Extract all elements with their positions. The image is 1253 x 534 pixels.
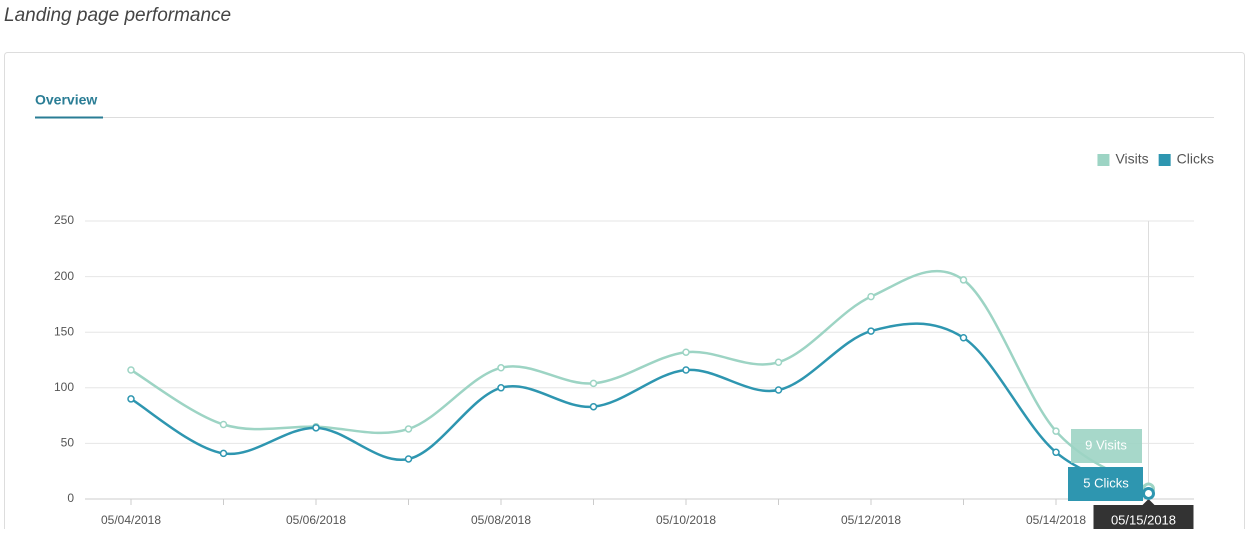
tooltip-value-box	[1068, 467, 1143, 501]
x-tick-label: 05/08/2018	[471, 513, 531, 527]
point[interactable]	[1052, 448, 1060, 457]
point[interactable]	[682, 366, 690, 374]
x-tick-label: 05/04/2018	[101, 513, 161, 527]
x-tick-label: 05/14/2018	[1026, 513, 1086, 527]
series-line	[130, 322, 1150, 495]
tooltip-value: 9 Visits	[1085, 437, 1127, 452]
tooltip-date: 05/15/2018	[1111, 512, 1176, 527]
point[interactable]	[404, 425, 413, 433]
point[interactable]	[774, 386, 783, 394]
y-tick-label: 50	[61, 436, 75, 450]
legend-label[interactable]: Visits	[1115, 151, 1148, 167]
y-tick-label: 200	[54, 269, 74, 283]
point[interactable]	[867, 292, 875, 301]
point[interactable]	[1142, 486, 1155, 500]
x-tick-label: 05/10/2018	[656, 513, 716, 527]
page-title: Landing page performance	[4, 5, 231, 26]
legend-swatch[interactable]	[1097, 154, 1110, 166]
tooltip-arrow	[1142, 499, 1155, 505]
point[interactable]	[867, 327, 875, 335]
y-tick-label: 0	[67, 491, 74, 505]
point[interactable]	[497, 364, 505, 372]
tooltip-value: 5 Clicks	[1083, 475, 1129, 490]
point[interactable]	[127, 395, 135, 403]
point[interactable]	[404, 455, 413, 463]
panel	[4, 52, 1245, 534]
point[interactable]	[959, 276, 968, 284]
point[interactable]	[959, 334, 968, 342]
y-tick-label: 250	[54, 213, 74, 227]
point[interactable]	[497, 384, 505, 392]
y-tick-label: 100	[54, 380, 74, 394]
y-tick-label: 150	[54, 324, 74, 338]
tab[interactable]: Overview	[35, 92, 97, 108]
x-tick-label: 05/12/2018	[841, 513, 901, 527]
point[interactable]	[1052, 427, 1060, 435]
point[interactable]	[219, 449, 228, 458]
point[interactable]	[589, 379, 598, 388]
point[interactable]	[774, 358, 783, 366]
legend-swatch[interactable]	[1158, 154, 1171, 166]
x-tick-label: 05/06/2018	[286, 513, 346, 527]
legend-label[interactable]: Clicks	[1177, 151, 1214, 167]
tooltip-value-box	[1071, 429, 1142, 463]
point[interactable]	[589, 402, 598, 411]
point[interactable]	[127, 366, 135, 374]
point[interactable]	[219, 420, 228, 429]
point[interactable]	[312, 424, 320, 432]
point[interactable]	[682, 348, 690, 356]
